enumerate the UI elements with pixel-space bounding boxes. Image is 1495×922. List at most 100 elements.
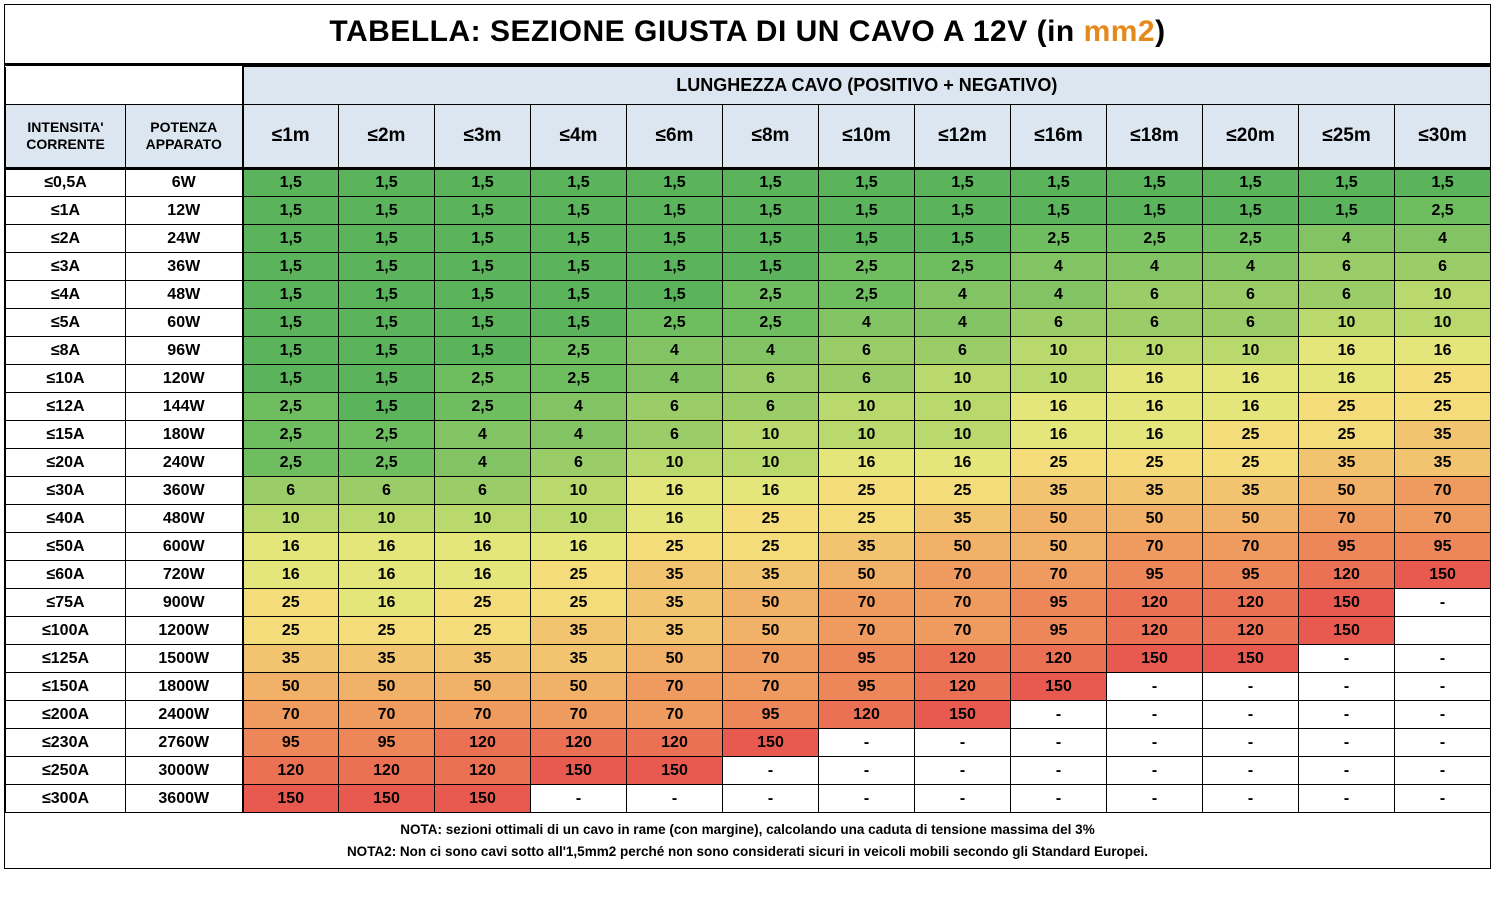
size-cell: 25 <box>435 589 531 617</box>
table-row: ≤20A240W2,52,546101016162525253535 <box>6 449 1491 477</box>
size-cell: 2,5 <box>339 421 435 449</box>
current-cell: ≤60A <box>6 561 126 589</box>
size-cell: 4 <box>435 421 531 449</box>
power-cell: 3000W <box>126 757 243 785</box>
size-cell: 1,5 <box>1299 197 1395 225</box>
size-cell: 25 <box>1203 421 1299 449</box>
size-cell: - <box>1203 701 1299 729</box>
table-row: ≤200A2400W707070707095120150----- <box>6 701 1491 729</box>
size-cell: 6 <box>627 421 723 449</box>
size-cell: 35 <box>531 617 627 645</box>
table-row: ≤30A360W66610161625253535355070 <box>6 477 1491 505</box>
size-cell: 1,5 <box>339 337 435 365</box>
size-cell: 70 <box>819 589 915 617</box>
size-cell: - <box>1011 701 1107 729</box>
size-cell: - <box>1299 785 1395 813</box>
size-cell: - <box>1395 589 1491 617</box>
current-cell: ≤3A <box>6 253 126 281</box>
current-cell: ≤300A <box>6 785 126 813</box>
table-row: ≤10A120W1,51,52,52,5466101016161625 <box>6 365 1491 393</box>
table-row: ≤125A1500W35353535507095120120150150-- <box>6 645 1491 673</box>
size-cell: 4 <box>1299 225 1395 253</box>
size-cell: 6 <box>435 477 531 505</box>
size-cell: - <box>1203 673 1299 701</box>
size-cell: 25 <box>243 617 339 645</box>
size-cell: 6 <box>819 365 915 393</box>
current-cell: ≤250A <box>6 757 126 785</box>
size-cell: 1,5 <box>531 225 627 253</box>
size-cell: 1,5 <box>435 337 531 365</box>
size-cell: 70 <box>1299 505 1395 533</box>
size-cell: 1,5 <box>1203 169 1299 197</box>
size-cell: 1,5 <box>627 197 723 225</box>
size-cell: 1,5 <box>243 225 339 253</box>
size-cell: 2,5 <box>627 309 723 337</box>
size-cell: 150 <box>1299 589 1395 617</box>
size-cell: 70 <box>531 701 627 729</box>
power-cell: 240W <box>126 449 243 477</box>
size-cell: 4 <box>627 365 723 393</box>
size-cell: 35 <box>1395 421 1491 449</box>
size-cell: 1,5 <box>627 281 723 309</box>
power-cell: 48W <box>126 281 243 309</box>
size-cell: 150 <box>1203 645 1299 673</box>
size-cell: 2,5 <box>435 393 531 421</box>
size-cell: 70 <box>1395 505 1491 533</box>
size-cell: 25 <box>723 533 819 561</box>
size-cell: 95 <box>819 673 915 701</box>
size-cell: 16 <box>819 449 915 477</box>
table-row: ≤230A2760W9595120120120150------- <box>6 729 1491 757</box>
length-header: ≤10m <box>819 105 915 169</box>
size-cell: 1,5 <box>531 309 627 337</box>
size-cell: 150 <box>435 785 531 813</box>
size-cell: 1,5 <box>243 365 339 393</box>
size-cell: 35 <box>627 589 723 617</box>
size-cell: - <box>819 757 915 785</box>
size-cell: 6 <box>723 393 819 421</box>
size-cell: 10 <box>723 421 819 449</box>
size-cell: 50 <box>243 673 339 701</box>
power-header: POTENZA APPARATO <box>126 105 243 169</box>
size-cell: 1,5 <box>819 197 915 225</box>
table-row: ≤2A24W1,51,51,51,51,51,51,51,52,52,52,54… <box>6 225 1491 253</box>
size-cell: 16 <box>243 561 339 589</box>
size-cell: 1,5 <box>435 197 531 225</box>
size-cell: 1,5 <box>627 169 723 197</box>
size-cell: 150 <box>1107 645 1203 673</box>
size-cell: 1,5 <box>1107 197 1203 225</box>
size-cell: - <box>1011 785 1107 813</box>
size-cell: 50 <box>435 673 531 701</box>
size-cell: 50 <box>1107 505 1203 533</box>
size-cell: 35 <box>1203 477 1299 505</box>
size-cell: 50 <box>627 645 723 673</box>
size-cell: 150 <box>915 701 1011 729</box>
size-cell: 25 <box>435 617 531 645</box>
size-cell: - <box>1299 673 1395 701</box>
current-cell: ≤2A <box>6 225 126 253</box>
size-cell: 10 <box>819 393 915 421</box>
size-cell: 16 <box>243 533 339 561</box>
size-cell: 120 <box>915 673 1011 701</box>
size-cell: 16 <box>1299 365 1395 393</box>
length-header: ≤4m <box>531 105 627 169</box>
size-cell: 70 <box>723 673 819 701</box>
size-cell: 35 <box>531 645 627 673</box>
size-cell: 4 <box>1011 281 1107 309</box>
size-cell: - <box>915 785 1011 813</box>
title-unit: mm2 <box>1084 15 1156 48</box>
size-cell: 1,5 <box>531 169 627 197</box>
current-cell: ≤230A <box>6 729 126 757</box>
size-cell: 150 <box>339 785 435 813</box>
length-header: ≤30m <box>1395 105 1491 169</box>
size-cell: 95 <box>1011 589 1107 617</box>
title-text: TABELLA: SEZIONE GIUSTA DI UN CAVO A 12V… <box>329 15 1083 48</box>
power-cell: 720W <box>126 561 243 589</box>
size-cell: 10 <box>1203 337 1299 365</box>
current-cell: ≤75A <box>6 589 126 617</box>
size-cell: 120 <box>1107 589 1203 617</box>
size-cell: 2,5 <box>1395 197 1491 225</box>
current-cell: ≤40A <box>6 505 126 533</box>
size-cell: 4 <box>1107 253 1203 281</box>
table-row: ≤15A180W2,52,54461010101616252535 <box>6 421 1491 449</box>
size-cell: 50 <box>723 617 819 645</box>
